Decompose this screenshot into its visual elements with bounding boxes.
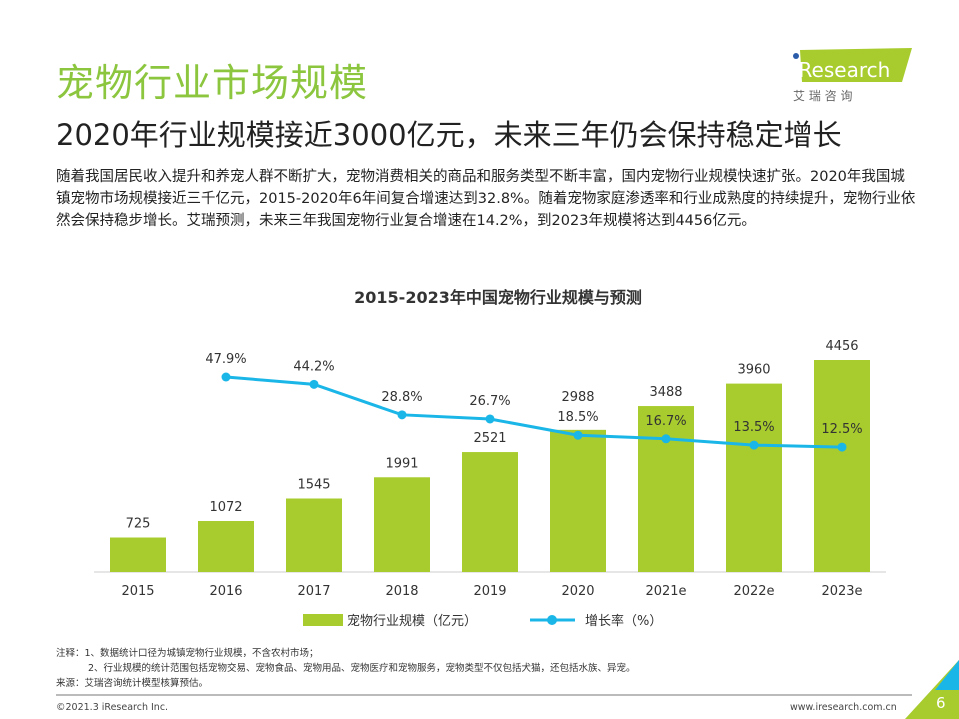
growth-point-2022e <box>749 440 759 450</box>
bar-label-2017: 1545 <box>297 477 330 492</box>
x-tick-2022e: 2022e <box>733 584 774 599</box>
growth-point-2020 <box>573 430 583 440</box>
source: 来源：艾瑞咨询统计模型核算预估。 <box>56 678 209 689</box>
growth-point-2016 <box>221 372 231 382</box>
website-link[interactable]: www.iresearch.com.cn <box>790 702 897 713</box>
x-tick-2020: 2020 <box>561 584 594 599</box>
legend-line-label: 增长率（%） <box>585 613 662 629</box>
x-tick-2023e: 2023e <box>821 584 862 599</box>
bar-label-2021e: 3488 <box>649 385 682 400</box>
growth-point-2023e <box>837 442 847 452</box>
x-tick-2017: 2017 <box>297 584 330 599</box>
x-tick-2021e: 2021e <box>645 584 686 599</box>
growth-label-2021e: 16.7% <box>645 414 686 429</box>
x-tick-2016: 2016 <box>209 584 242 599</box>
growth-label-2019: 26.7% <box>469 394 510 409</box>
logo-cn: 艾 瑞 咨 询 <box>793 88 852 103</box>
note-2: 2、行业规模的统计范围包括宠物交易、宠物食品、宠物用品、宠物医疗和宠物服务，宠物… <box>88 663 636 674</box>
page-title: 宠物行业市场规模 <box>56 61 369 105</box>
bar-2017 <box>286 498 342 572</box>
note-1: 注释：1、数据统计口径为城镇宠物行业规模，不含农村市场； <box>56 648 319 659</box>
growth-point-2021e <box>661 434 671 444</box>
growth-point-2018 <box>397 410 407 420</box>
growth-point-2019 <box>485 414 495 424</box>
growth-point-2017 <box>309 379 319 389</box>
bar-2015 <box>110 537 166 572</box>
notes: 注释：1、数据统计口径为城镇宠物行业规模，不含农村市场； 2、行业规模的统计范围… <box>56 646 636 691</box>
bar-2020 <box>550 429 606 572</box>
page-number: 6 <box>936 694 946 712</box>
bar-2019 <box>462 452 518 572</box>
chart-title: 2015-2023年中国宠物行业规模与预测 <box>354 288 642 307</box>
iresearch-logo: iResearch 艾 瑞 咨 询 <box>793 48 912 103</box>
x-tick-2019: 2019 <box>473 584 506 599</box>
bar-label-2015: 725 <box>126 517 151 532</box>
bar-label-2020: 2988 <box>561 390 594 405</box>
bar-2018 <box>374 477 430 572</box>
footer-divider <box>56 694 912 696</box>
svg-text:iResearch: iResearch <box>793 58 890 82</box>
bar-label-2018: 1991 <box>385 456 418 471</box>
bar-2016 <box>198 520 254 572</box>
growth-label-2016: 47.9% <box>205 352 246 367</box>
growth-label-2018: 28.8% <box>381 390 422 405</box>
growth-label-2020: 18.5% <box>557 410 598 425</box>
page-corner-decoration <box>905 660 959 719</box>
bar-2023e <box>814 360 870 572</box>
legend-bar-label: 宠物行业规模（亿元） <box>347 613 477 629</box>
growth-label-2023e: 12.5% <box>821 422 862 437</box>
growth-label-2017: 44.2% <box>293 359 334 374</box>
bar-2021e <box>638 406 694 572</box>
x-tick-2015: 2015 <box>121 584 154 599</box>
legend-bar-swatch <box>303 614 343 626</box>
bar-label-2016: 1072 <box>209 500 242 515</box>
growth-label-2022e: 13.5% <box>733 420 774 435</box>
legend-line-marker <box>547 615 557 625</box>
bar-label-2023e: 4456 <box>825 339 858 354</box>
bar-label-2022e: 3960 <box>737 363 770 378</box>
bar-label-2019: 2521 <box>473 431 506 446</box>
copyright: ©2021.3 iResearch Inc. <box>56 702 169 713</box>
growth-line <box>225 375 843 449</box>
body-text: 随着我国居民收入提升和养宠人群不断扩大，宠物消费相关的商品和服务类型不断丰富，国… <box>56 169 916 229</box>
bar-2022e <box>726 383 782 572</box>
x-tick-2018: 2018 <box>385 584 418 599</box>
page-subtitle: 2020年行业规模接近3000亿元，未来三年仍会保持稳定增长 <box>56 118 842 152</box>
